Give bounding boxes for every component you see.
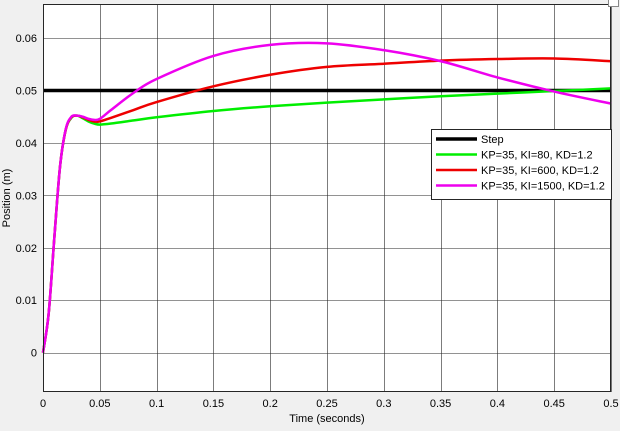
x-tick-label: 0.2 bbox=[263, 398, 278, 410]
x-tick-label: 0.15 bbox=[203, 398, 224, 410]
x-axis: 0 0.05 0.1 0.15 0.2 0.25 0.3 0.35 0.4 0.45 0.5 bbox=[40, 398, 619, 410]
x-tick-label: 0.45 bbox=[543, 398, 564, 410]
x-tick-label: 0 bbox=[40, 398, 46, 410]
y-tick-label: 0.02 bbox=[16, 243, 37, 255]
x-tick-label: 0.4 bbox=[490, 398, 505, 410]
legend-label: KP=35, KI=1500, KD=1.2 bbox=[481, 181, 605, 193]
legend-label: Step bbox=[481, 134, 504, 146]
x-tick-label: 0.1 bbox=[149, 398, 164, 410]
y-tick-label: 0.03 bbox=[16, 190, 37, 202]
y-tick-label: 0.04 bbox=[16, 138, 37, 150]
legend-label: KP=35, KI=80, KD=1.2 bbox=[481, 150, 593, 162]
legend: Step KP=35, KI=80, KD=1.2 KP=35, KI=600, K… bbox=[431, 129, 612, 200]
legend-label: KP=35, KI=600, KD=1.2 bbox=[481, 165, 599, 177]
x-tick-label: 0.05 bbox=[89, 398, 110, 410]
y-axis-label: Position (m) bbox=[1, 169, 13, 228]
x-tick-label: 0.25 bbox=[316, 398, 337, 410]
expand-icon[interactable] bbox=[608, 0, 619, 7]
y-axis: 0 0.01 0.02 0.03 0.04 0.05 0.06 bbox=[16, 33, 37, 360]
y-tick-label: 0.05 bbox=[16, 86, 37, 98]
x-tick-label: 0.3 bbox=[376, 398, 391, 410]
x-tick-label: 0.35 bbox=[430, 398, 451, 410]
series-line-3 bbox=[41, 41, 612, 353]
y-tick-label: 0.01 bbox=[16, 295, 37, 307]
x-tick-label: 0.5 bbox=[603, 398, 618, 410]
y-tick-label: 0.06 bbox=[16, 33, 37, 45]
x-axis-label: Time (seconds) bbox=[289, 413, 364, 425]
series-lines bbox=[41, 41, 612, 353]
legend-box bbox=[431, 129, 612, 200]
y-tick-label: 0 bbox=[31, 348, 37, 360]
